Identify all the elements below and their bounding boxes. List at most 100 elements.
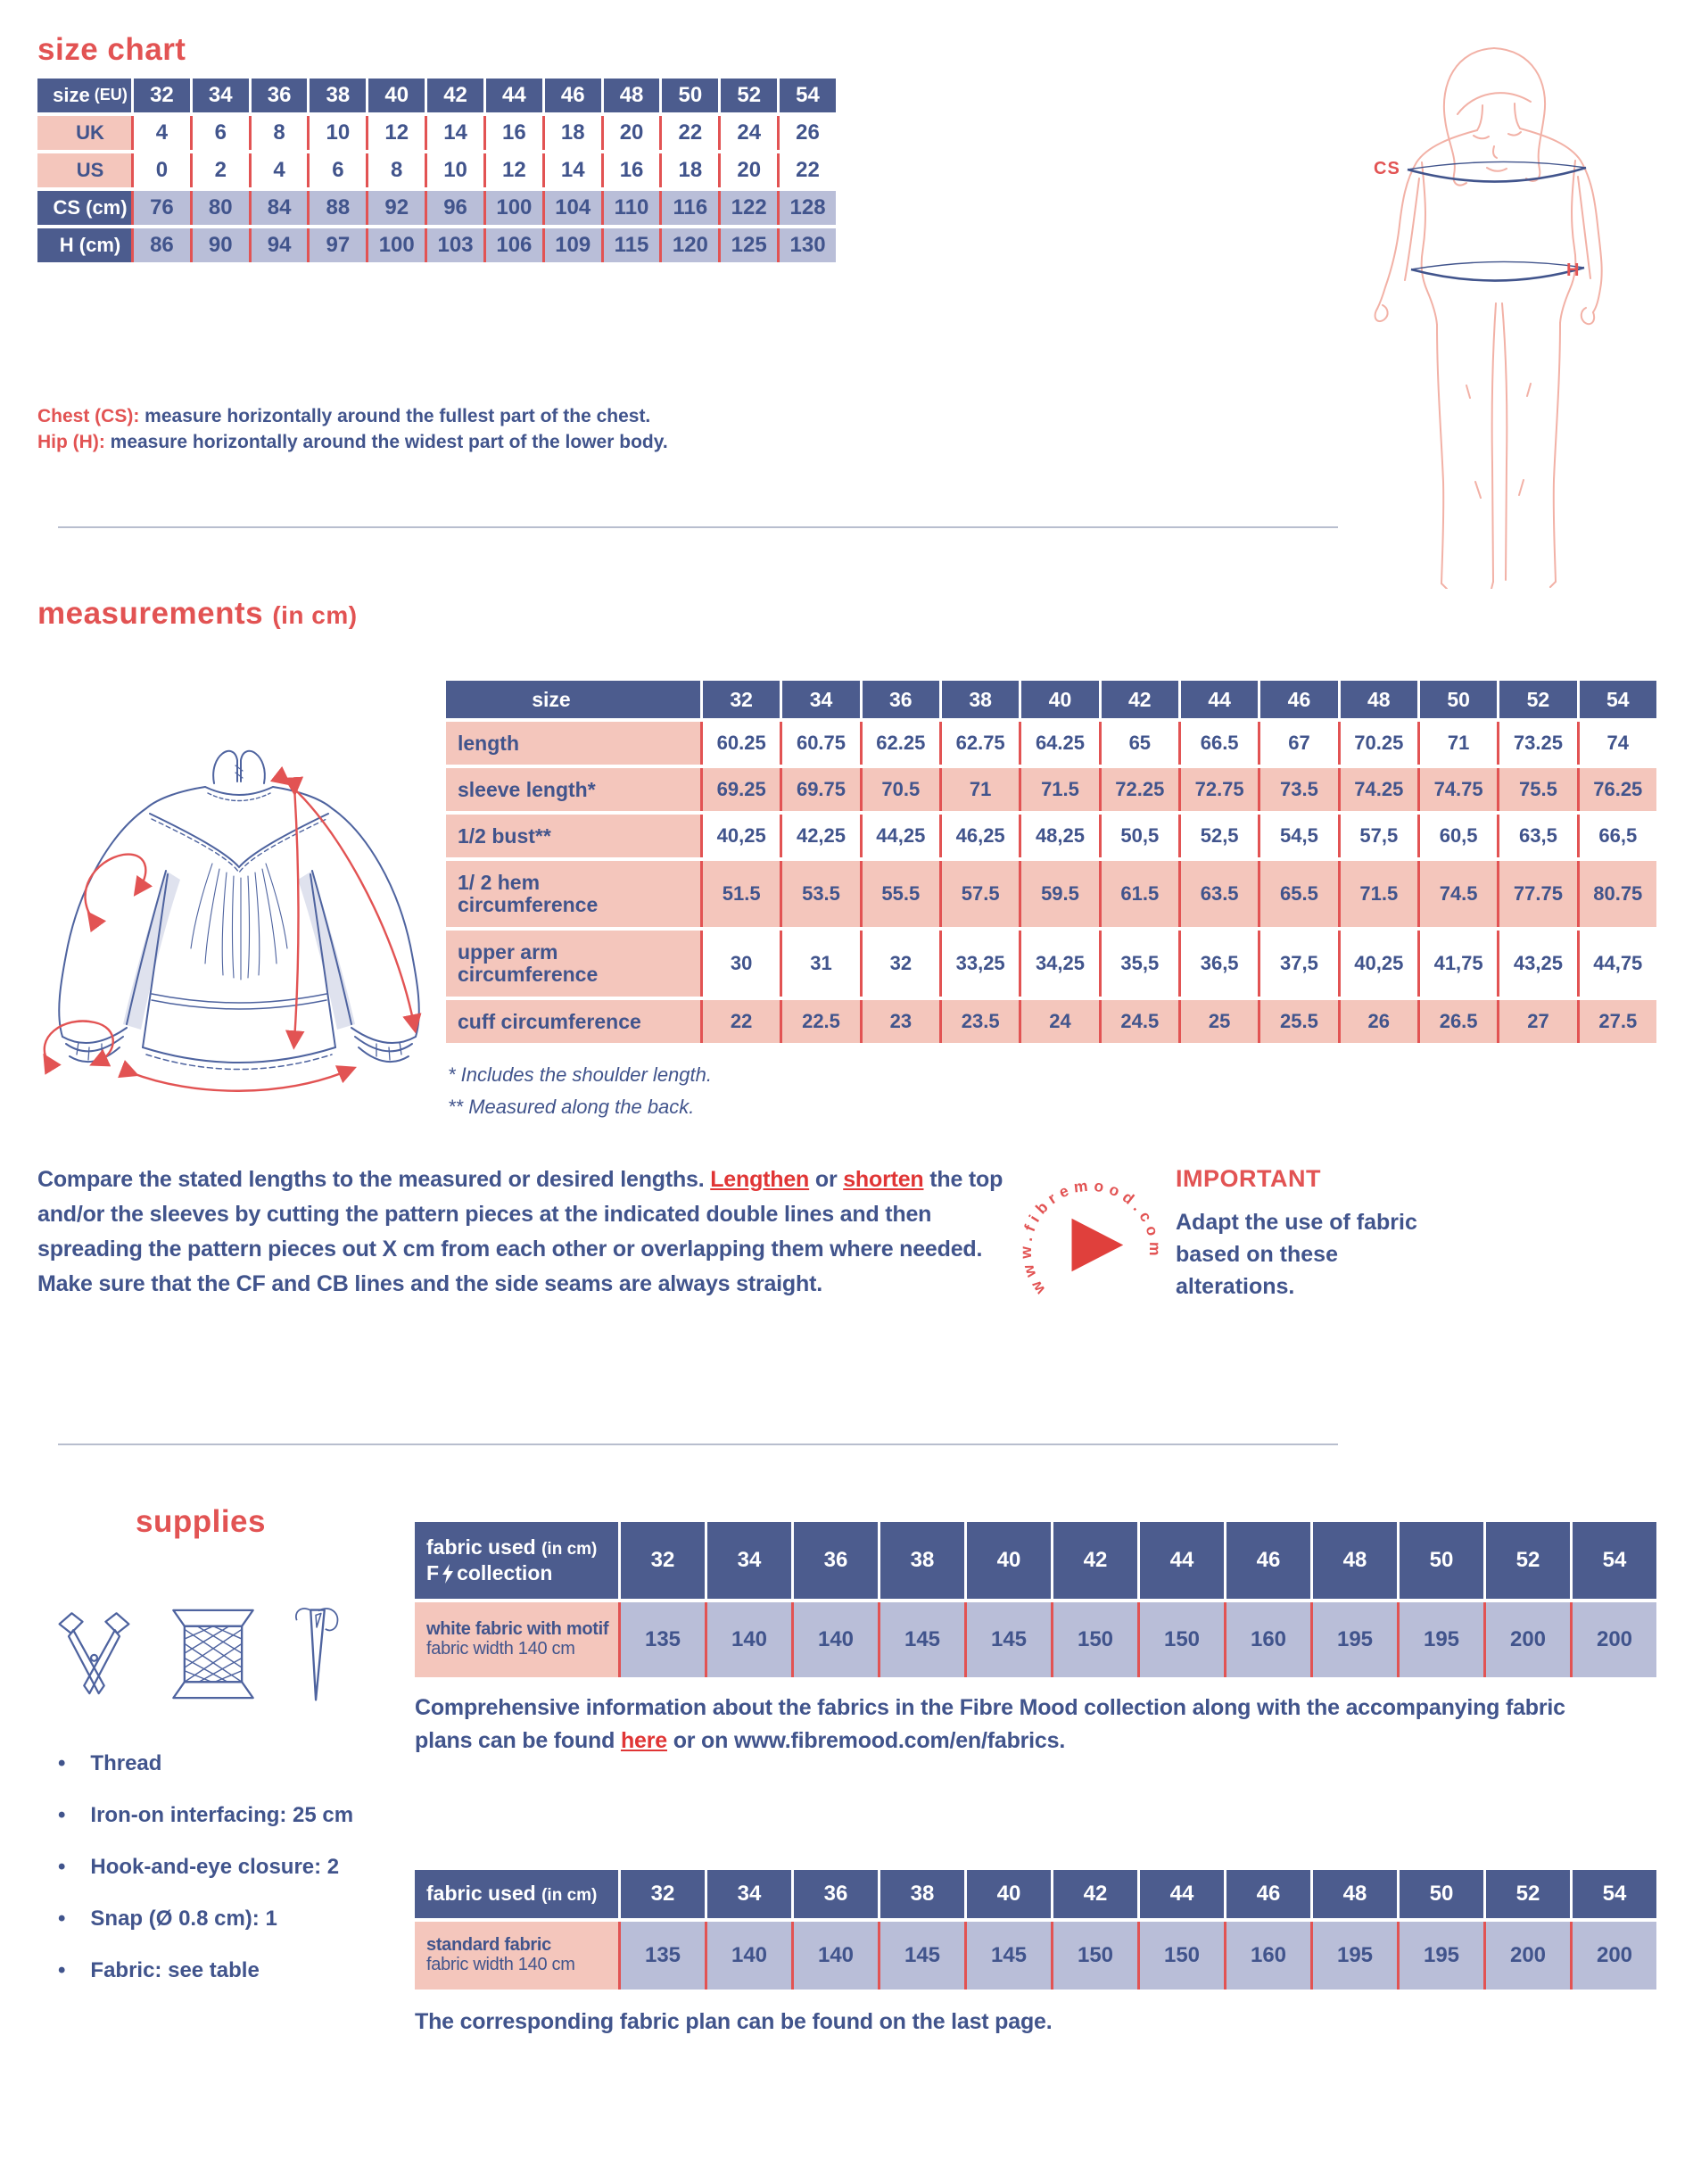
half-bust-value-cell: 63,5: [1497, 815, 1577, 857]
hip-value-cell: 97: [307, 228, 367, 262]
body-figure-illustration: [1374, 47, 1603, 589]
length-value-cell: 64.25: [1019, 722, 1099, 765]
length-value-cell: 70.25: [1337, 722, 1417, 765]
length-value-cell: 67: [1258, 722, 1338, 765]
fabric-size-cell: 42: [1051, 1870, 1137, 1918]
sleeve-length-value-cell: 70.5: [859, 768, 939, 811]
chest-note-lead: Chest (CS):: [37, 406, 140, 426]
size-chart-size-cell: 40: [366, 79, 425, 112]
alteration-text: Compare the stated lengths to the measur…: [37, 1167, 711, 1192]
cuff-value-cell: 23.5: [938, 1000, 1020, 1043]
chest-note-text: measure horizontally around the fullest …: [139, 406, 651, 426]
us-size-cell: 2: [189, 153, 249, 187]
chest-value-cell: 110: [600, 191, 660, 225]
fabric-amount-cell: 195: [1397, 1922, 1483, 1990]
upper-arm-value-cell: 37,5: [1258, 931, 1338, 997]
fabric-amount-cell: 140: [705, 1922, 791, 1990]
fabric-info-note: Comprehensive information about the fabr…: [415, 1692, 1565, 1758]
chest-value-cell: 80: [189, 191, 249, 225]
upper-arm-value-cell: 44,75: [1576, 931, 1656, 997]
length-value-cell: 74: [1576, 722, 1656, 765]
us-size-cell: 18: [659, 153, 719, 187]
needle-icon: [295, 1608, 339, 1701]
chest-value-cell: 100: [483, 191, 542, 225]
fabric-amount-cell: 135: [618, 1922, 705, 1990]
hem-circumference-value-cell: 55.5: [859, 861, 939, 927]
fabric-size-cell: 42: [1051, 1522, 1137, 1599]
fabric-used-label: fabric used: [426, 1882, 536, 1906]
chest-value-cell: 104: [541, 191, 601, 225]
hip-value-cell: 94: [248, 228, 308, 262]
us-size-cell: 22: [777, 153, 836, 187]
fabric-amount-cell: 140: [791, 1602, 878, 1677]
measurements-size-cell: 32: [700, 681, 780, 718]
supply-item: • Thread: [58, 1751, 162, 1775]
uk-size-cell: 4: [131, 116, 190, 150]
length-value-cell: 60.25: [700, 722, 780, 765]
fabric-info-text: or on www.fibremood.com/en/fabrics.: [666, 1728, 1066, 1753]
hem-circumference-value-cell: 59.5: [1019, 861, 1099, 927]
half-bust-value-cell: 52,5: [1177, 815, 1259, 857]
fabric-size-cell: 48: [1310, 1870, 1397, 1918]
fabric-amount-cell: 145: [964, 1922, 1051, 1990]
lengthen-link[interactable]: Lengthen: [710, 1167, 810, 1192]
measuring-notes: Chest (CS): measure horizontally around …: [37, 403, 929, 455]
fabric-amount-cell: 200: [1483, 1922, 1570, 1990]
size-chart-size-cell: 48: [600, 79, 660, 112]
upper-arm-value-cell: 33,25: [938, 931, 1020, 997]
uk-size-cell: 22: [659, 116, 719, 150]
us-size-cell: 6: [307, 153, 367, 187]
section-divider-2: [58, 1444, 1338, 1445]
row-upper-arm-circumference: upper arm circumference 30 31 32 33,25 34,25…: [446, 931, 1656, 997]
alteration-text: or: [809, 1167, 844, 1192]
measurement-arrows: [43, 765, 422, 1092]
fibre-mood-logo[interactable]: www.fibremood.com: [1012, 1167, 1169, 1323]
cuff-value-cell: 26.5: [1416, 1000, 1498, 1043]
us-size-cell: 20: [718, 153, 778, 187]
cuff-value-cell: 25.5: [1258, 1000, 1338, 1043]
cuff-value-cell: 22: [700, 1000, 780, 1043]
scissors-icon: [58, 1612, 130, 1695]
shorten-link[interactable]: shorten: [843, 1167, 924, 1192]
upper-arm-value-cell: 32: [859, 931, 939, 997]
fabric-size-cell: 50: [1397, 1870, 1483, 1918]
fabric-size-cell: 36: [791, 1522, 878, 1599]
half-bust-value-cell: 42,25: [780, 815, 860, 857]
fabric-size-cell: 52: [1483, 1522, 1570, 1599]
half-bust-value-cell: 46,25: [938, 815, 1020, 857]
sleeve-length-value-cell: 71: [938, 768, 1020, 811]
uk-size-cell: 18: [541, 116, 601, 150]
fabric-size-cell: 54: [1570, 1870, 1656, 1918]
chest-figure-label: CS: [1374, 159, 1400, 178]
cuff-value-cell: 22.5: [780, 1000, 860, 1043]
uk-size-cell: 24: [718, 116, 778, 150]
length-value-cell: 60.75: [780, 722, 860, 765]
hip-value-cell: 130: [777, 228, 836, 262]
chest-value-cell: 76: [131, 191, 190, 225]
supply-item: • Hook-and-eye closure: 2: [58, 1855, 340, 1880]
size-chart-title: size chart: [37, 32, 186, 67]
upper-arm-value-cell: 35,5: [1098, 931, 1178, 997]
collection-label: collection: [457, 1561, 553, 1585]
fabric-width: fabric width 140 cm: [426, 1955, 575, 1974]
fabric-table-1-header: fabric used (in cm) F collection 32 34 36 3…: [415, 1522, 1656, 1599]
fabrics-here-link[interactable]: here: [620, 1728, 667, 1753]
upper-arm-value-cell: 43,25: [1497, 931, 1577, 997]
hip-value-cell: 106: [483, 228, 542, 262]
hip-value-cell: 125: [718, 228, 778, 262]
hem-circumference-value-cell: 80.75: [1576, 861, 1656, 927]
us-size-cell: 10: [425, 153, 483, 187]
fabric-amount-cell: 160: [1224, 1922, 1310, 1990]
fabric-size-cell: 32: [618, 1522, 705, 1599]
sleeve-length-value-cell: 69.25: [700, 768, 780, 811]
hip-note-text: measure horizontally around the widest p…: [104, 432, 668, 452]
uk-size-cell: 20: [600, 116, 660, 150]
sleeve-shading: [123, 871, 355, 1030]
half-bust-value-cell: 60,5: [1416, 815, 1498, 857]
important-title: IMPORTANT: [1176, 1165, 1321, 1192]
fabric-table-2-row: standard fabric fabric width 140 cm 135 1…: [415, 1922, 1656, 1990]
size-chart-size-cell: 44: [483, 79, 542, 112]
fabric-size-cell: 34: [705, 1870, 791, 1918]
fabric-amount-cell: 195: [1310, 1922, 1397, 1990]
half-bust-value-cell: 66,5: [1576, 815, 1656, 857]
